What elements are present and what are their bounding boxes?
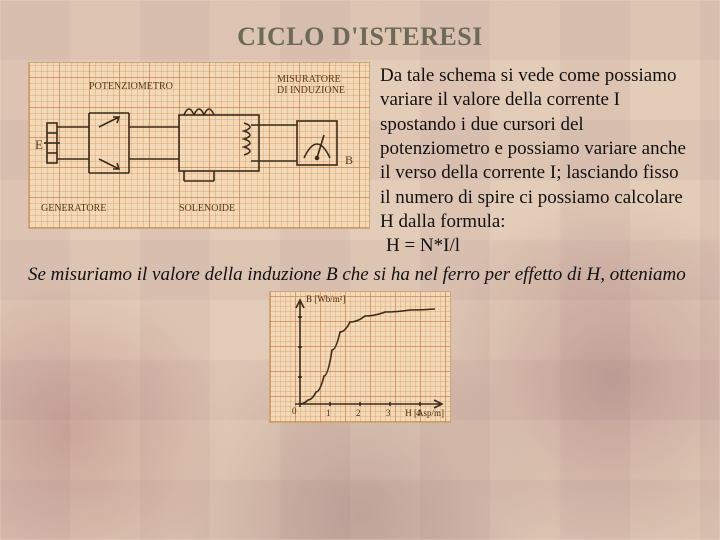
paragraph-intro: Da tale schema si vede come possiamo var… xyxy=(380,65,686,232)
label-potenziometro: POTENZIOMETRO xyxy=(89,81,173,92)
formula: H = N*I/l xyxy=(386,235,460,256)
label-solenoide: SOLENOIDE xyxy=(179,203,235,214)
graph-y-label: B [Wb/m²] xyxy=(306,294,345,304)
label-misuratore: MISURATOREDI INDUZIONE xyxy=(277,75,345,96)
label-generatore: GENERATORE xyxy=(41,203,106,214)
xtick-2: 2 xyxy=(356,408,361,418)
xtick-4: 4 xyxy=(416,408,421,418)
label-E: E xyxy=(35,137,43,153)
xtick-1: 1 xyxy=(326,408,331,418)
row-circuit-and-text: POTENZIOMETRO MISURATOREDI INDUZIONE GEN… xyxy=(28,62,692,259)
label-B: B xyxy=(345,153,353,168)
graph-origin: 0 xyxy=(292,406,297,416)
paragraph-main: Da tale schema si vede come possiamo var… xyxy=(380,62,692,259)
xtick-3: 3 xyxy=(386,408,391,418)
bh-graph: B [Wb/m²] H [Asp/m] 0 1 2 3 4 xyxy=(269,291,451,423)
bh-graph-svg xyxy=(270,292,450,422)
slide-content: CICLO D'ISTERESI xyxy=(0,0,720,540)
graph-x-label: H [Asp/m] xyxy=(405,408,444,418)
circuit-diagram: POTENZIOMETRO MISURATOREDI INDUZIONE GEN… xyxy=(28,62,370,229)
paragraph-secondary: Se misuriamo il valore della induzione B… xyxy=(28,263,692,287)
slide-title: CICLO D'ISTERESI xyxy=(28,22,692,52)
